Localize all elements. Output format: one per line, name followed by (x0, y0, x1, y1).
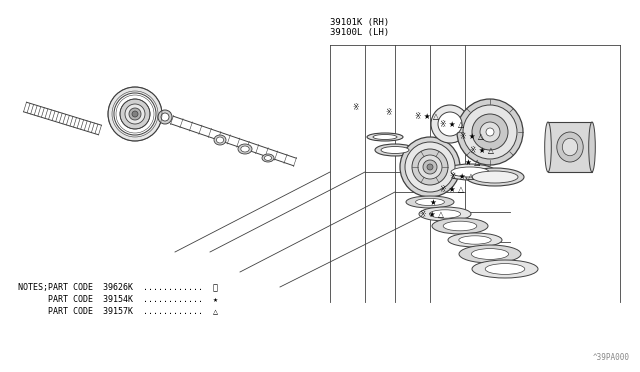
Ellipse shape (419, 207, 471, 221)
Ellipse shape (466, 168, 524, 186)
Ellipse shape (400, 137, 460, 197)
Ellipse shape (472, 260, 538, 278)
Ellipse shape (214, 135, 226, 145)
Bar (548, 122, 592, 172)
Ellipse shape (429, 210, 461, 218)
Text: ※: ※ (352, 103, 358, 112)
Ellipse shape (557, 132, 583, 162)
Ellipse shape (459, 245, 521, 263)
Text: ※ ★ △: ※ ★ △ (415, 112, 439, 121)
Ellipse shape (485, 264, 525, 275)
Ellipse shape (373, 135, 397, 140)
Ellipse shape (129, 108, 141, 120)
Ellipse shape (406, 196, 454, 208)
Text: 39101K (RH): 39101K (RH) (330, 17, 389, 26)
Ellipse shape (412, 149, 448, 185)
Ellipse shape (108, 87, 162, 141)
Ellipse shape (457, 99, 523, 165)
Ellipse shape (375, 144, 415, 156)
Ellipse shape (158, 110, 172, 124)
Text: PART CODE  39154K  ............  ★: PART CODE 39154K ............ ★ (18, 295, 218, 304)
Text: ※ ★ △: ※ ★ △ (420, 209, 444, 218)
Text: ★: ★ (430, 198, 437, 206)
Ellipse shape (431, 105, 469, 143)
Ellipse shape (262, 154, 274, 162)
Ellipse shape (438, 112, 462, 136)
Ellipse shape (381, 147, 409, 154)
Text: ※ ★ △: ※ ★ △ (440, 119, 464, 128)
Text: 39100L (LH): 39100L (LH) (330, 28, 389, 36)
Ellipse shape (120, 99, 150, 129)
Ellipse shape (125, 104, 145, 124)
Ellipse shape (367, 133, 403, 141)
Ellipse shape (443, 221, 477, 231)
Ellipse shape (480, 122, 500, 142)
Ellipse shape (264, 155, 271, 160)
Ellipse shape (405, 142, 455, 192)
Text: ^39PA000: ^39PA000 (593, 353, 630, 362)
Ellipse shape (486, 128, 494, 136)
Ellipse shape (418, 155, 442, 179)
Ellipse shape (132, 111, 138, 117)
Ellipse shape (423, 160, 437, 174)
Ellipse shape (448, 233, 502, 247)
Ellipse shape (444, 164, 496, 180)
Ellipse shape (238, 144, 252, 154)
Ellipse shape (463, 105, 517, 159)
Text: ※ ★ △: ※ ★ △ (440, 185, 464, 193)
Ellipse shape (472, 114, 508, 150)
Text: ※ ★ △: ※ ★ △ (470, 145, 494, 154)
Ellipse shape (451, 167, 489, 177)
Text: ※: ※ (385, 108, 392, 116)
Text: ※ ★ △: ※ ★ △ (450, 171, 474, 180)
Ellipse shape (114, 93, 156, 135)
Text: NOTES;PART CODE  39626K  ............  ※: NOTES;PART CODE 39626K ............ ※ (18, 282, 218, 292)
Ellipse shape (432, 218, 488, 234)
Text: ※ ★ △: ※ ★ △ (460, 131, 484, 141)
Ellipse shape (472, 248, 509, 259)
Ellipse shape (472, 171, 518, 183)
Text: ★ △: ★ △ (465, 157, 480, 167)
Ellipse shape (216, 137, 223, 143)
Ellipse shape (589, 122, 595, 172)
Ellipse shape (427, 164, 433, 170)
Ellipse shape (415, 198, 444, 206)
Text: PART CODE  39157K  ............  △: PART CODE 39157K ............ △ (18, 307, 218, 315)
Ellipse shape (161, 113, 169, 121)
Ellipse shape (241, 146, 249, 152)
Ellipse shape (545, 122, 551, 172)
Ellipse shape (563, 138, 578, 156)
Ellipse shape (459, 236, 492, 244)
